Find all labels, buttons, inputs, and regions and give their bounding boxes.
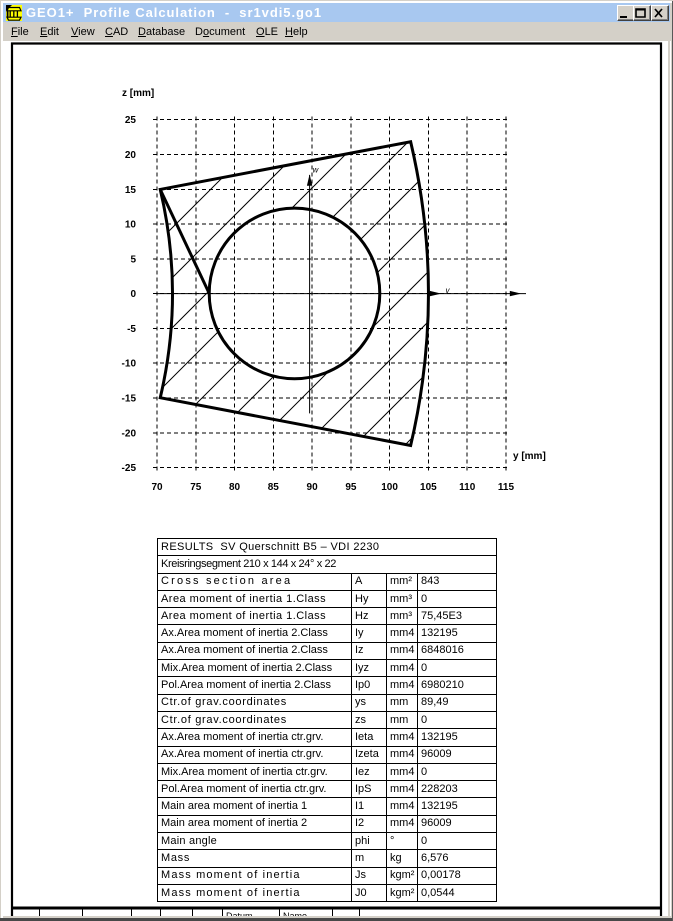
svg-text:105: 105 [420,482,437,493]
svg-text:90: 90 [307,482,319,493]
svg-text:100: 100 [381,482,398,493]
svg-text:-10: -10 [122,359,137,370]
svg-text:0: 0 [130,289,136,300]
svg-text:110: 110 [459,482,476,493]
svg-text:115: 115 [498,482,515,493]
svg-text:75: 75 [190,482,202,493]
svg-text:Datum: Datum [226,911,253,916]
svg-text:95: 95 [345,482,357,493]
svg-text:Name: Name [283,911,307,916]
svg-text:5: 5 [130,254,136,265]
svg-text:w: w [313,166,320,175]
svg-text:70: 70 [151,482,163,493]
svg-text:-15: -15 [122,394,137,405]
svg-text:-25: -25 [122,463,137,474]
svg-text:20: 20 [125,150,137,161]
svg-text:z [mm]: z [mm] [122,88,154,99]
svg-text:v: v [446,286,451,295]
svg-text:10: 10 [125,220,137,231]
svg-text:25: 25 [125,115,137,126]
svg-text:15: 15 [125,185,137,196]
svg-text:85: 85 [268,482,280,493]
svg-text:-20: -20 [122,428,137,439]
svg-text:y [mm]: y [mm] [513,451,546,462]
svg-text:-5: -5 [127,324,136,335]
svg-text:80: 80 [229,482,241,493]
